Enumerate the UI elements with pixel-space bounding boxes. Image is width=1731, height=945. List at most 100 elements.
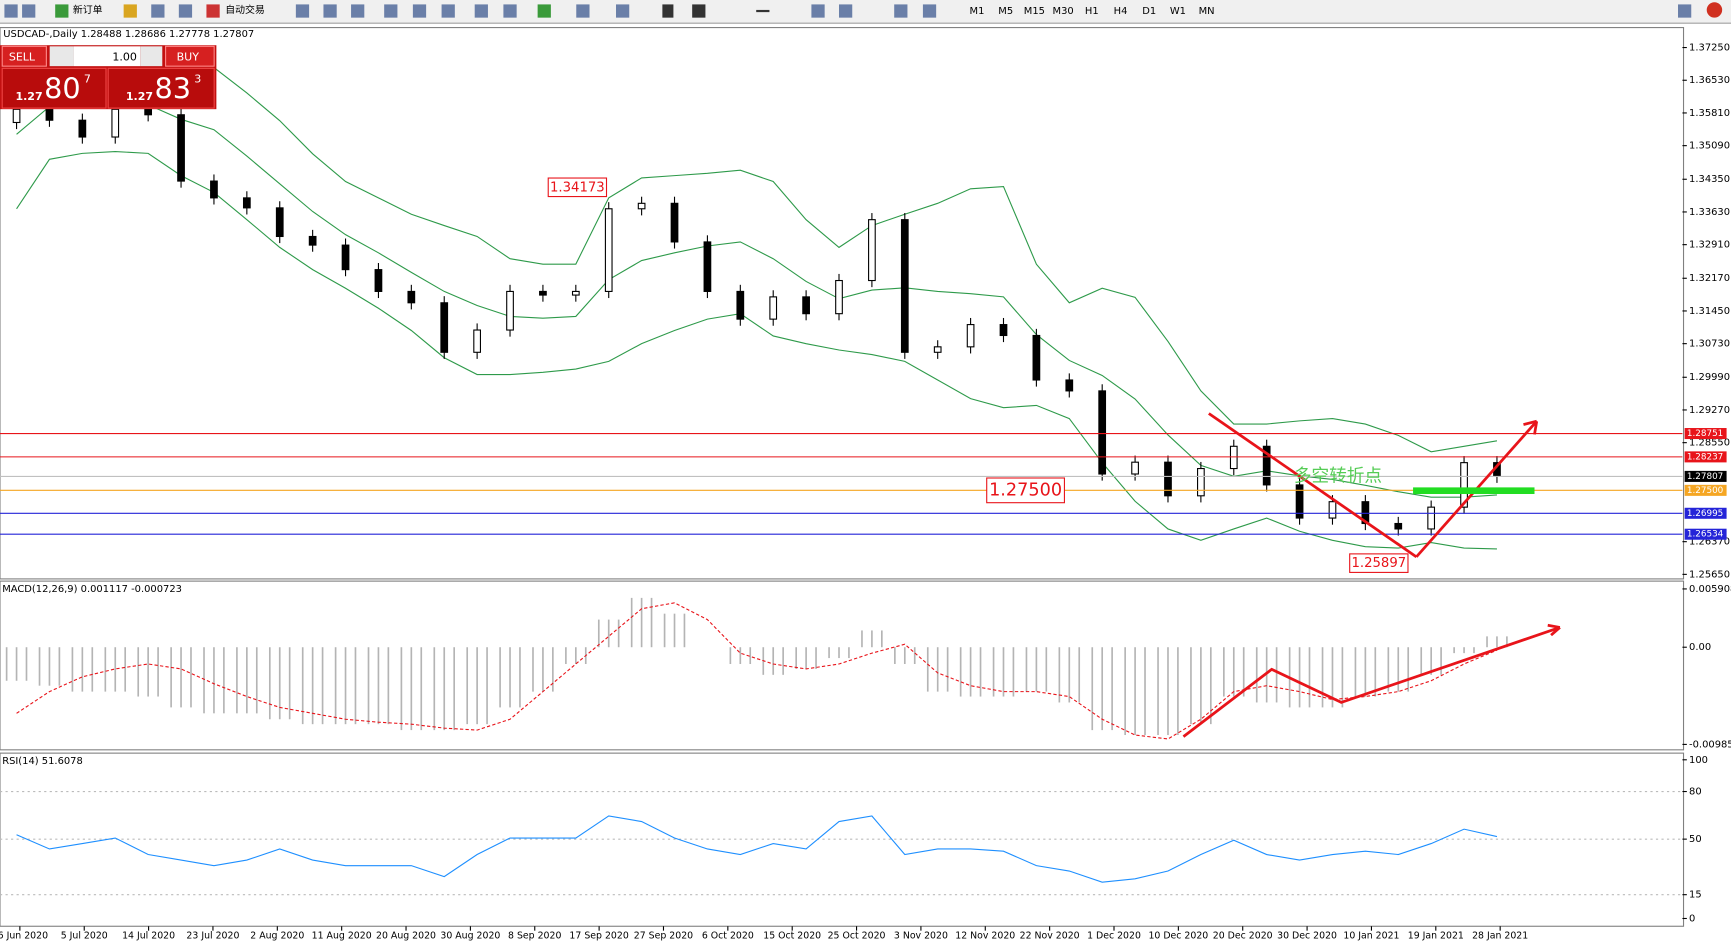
x-tick-label: 26 Jun 2020 [0,931,48,942]
lot-spin[interactable] [49,46,74,67]
icon[interactable] [662,4,674,18]
candle-body [736,290,745,320]
icon[interactable] [441,4,455,18]
timeframe-button[interactable]: H4 [1114,6,1128,17]
buy-label[interactable]: BUY [177,50,200,63]
x-tick-label: 19 Jan 2021 [1408,931,1464,942]
sell-price-box[interactable] [1,67,107,109]
timeframe-button[interactable]: M30 [1053,6,1074,17]
icon[interactable] [206,4,220,18]
x-tick-label: 11 Aug 2020 [312,931,372,942]
icon[interactable] [323,4,337,18]
candle-body [802,296,810,315]
price-tag-label: 1.26995 [1687,509,1723,519]
candle-body [1098,390,1107,475]
x-tick-label: 10 Dec 2020 [1148,931,1208,942]
candle-body [835,279,843,315]
x-tick-label: 20 Dec 2020 [1213,931,1273,942]
icon[interactable] [123,4,137,18]
price-tag [1684,484,1727,496]
x-tick-label: 15 Oct 2020 [763,931,821,942]
y-tick-label: -0.009851 [1689,739,1731,750]
buy-button[interactable] [165,45,215,67]
sell-label[interactable]: SELL [9,50,36,63]
timeframe-button[interactable]: MN [1199,6,1215,17]
timeframe-button[interactable]: W1 [1170,6,1186,17]
toolbar [0,0,1731,24]
candle-body [1197,467,1205,497]
arrow-head [1547,623,1561,637]
candle-body [506,290,514,331]
search-icon[interactable] [1678,4,1692,18]
timeframe-button[interactable]: M1 [970,6,985,17]
icon[interactable] [756,9,770,13]
candle-body [1328,501,1337,519]
icon[interactable] [922,4,937,18]
icon[interactable] [412,4,427,18]
candle-body [1262,445,1271,486]
candle-body [703,241,712,292]
icon[interactable] [55,4,69,18]
bollinger-band [16,100,1497,498]
timeframe-button[interactable]: D1 [1142,6,1156,17]
candle-body [210,180,218,199]
candle-body [1427,506,1436,530]
icon[interactable] [537,4,551,18]
sell-price-sup: 7 [84,72,91,85]
notification[interactable] [1706,2,1723,18]
x-tick-label: 28 Jan 2021 [1472,931,1528,942]
price-tag [1684,528,1727,540]
y-tick-label: 50 [1689,834,1702,845]
y-tick-label: 0.005908 [1689,584,1731,595]
new-order-label[interactable]: 新订单 [73,3,103,16]
icon[interactable] [839,4,853,18]
icon[interactable] [616,4,630,18]
candle-body [341,244,350,271]
icon[interactable] [576,4,590,18]
icon[interactable] [474,4,488,18]
timeframe-button[interactable]: H1 [1085,6,1099,17]
y-tick-label: 80 [1689,787,1702,798]
candle-body [670,202,679,243]
icon[interactable] [692,4,706,18]
x-tick-label: 22 Nov 2020 [1020,931,1080,942]
y-tick-label: 1.28550 [1689,438,1730,449]
rsi-title: RSI(14) 51.6078 [2,756,83,767]
icon[interactable] [351,4,365,18]
candle-body [440,302,449,353]
price-annotation-box [1349,553,1409,573]
price-annotation: 1.34173 [550,180,605,195]
y-tick-label: 1.36530 [1689,75,1730,86]
sell-button[interactable] [1,45,47,67]
macd-title: MACD(12,26,9) 0.001117 -0.000723 [2,584,182,595]
timeframe-button[interactable]: M5 [998,6,1013,17]
candle-body [12,108,21,124]
icon[interactable] [384,4,398,18]
lot-value[interactable]: 1.00 [112,50,137,63]
y-tick-label: 1.29990 [1689,372,1730,383]
bollinger-band [16,150,1497,550]
icon[interactable] [178,4,193,18]
price-annotation: 1.27500 [989,480,1062,500]
candle-body [177,114,185,182]
candle-body [374,269,383,292]
lot-input[interactable] [73,46,141,67]
icon[interactable] [811,4,825,18]
y-tick-label: 1.32170 [1689,273,1730,284]
icon[interactable] [4,4,18,18]
buy-price-big: 1.27 [126,90,153,103]
candle-body [1131,461,1139,475]
lot-spin[interactable] [140,46,163,67]
candle-body [144,108,153,116]
macd-signal [16,602,1498,740]
icon[interactable] [22,4,36,18]
icon[interactable] [295,4,310,18]
auto-trading-label[interactable]: 自动交易 [225,3,265,16]
timeframe-button[interactable]: M15 [1024,6,1045,17]
icon[interactable] [151,4,165,18]
icon[interactable] [503,4,517,18]
buy-price-box[interactable] [107,67,215,109]
candle-body [1394,522,1403,530]
icon[interactable] [894,4,908,18]
candle-body [78,119,87,138]
